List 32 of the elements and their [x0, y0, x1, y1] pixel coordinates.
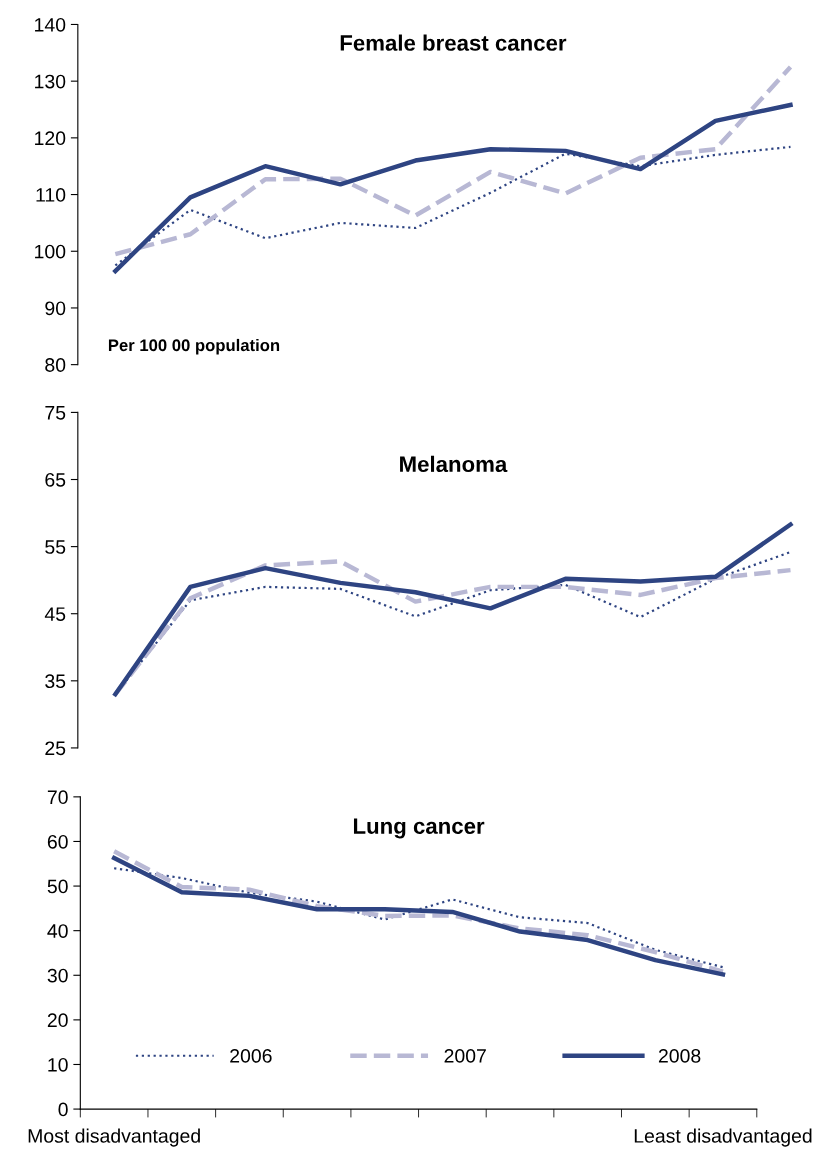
y-tick-label: 90 — [45, 301, 66, 316]
chart-title: Female breast cancer — [340, 34, 567, 51]
legend-label: 2008 — [658, 1048, 701, 1063]
y-tick-label: 25 — [45, 741, 66, 756]
y-tick-label: 30 — [47, 968, 68, 983]
y-tick-label: 0 — [58, 1102, 68, 1117]
y-tick-label: 120 — [35, 131, 66, 146]
y-tick-label: 100 — [35, 244, 66, 259]
y-tick-label: 40 — [47, 924, 68, 938]
line-series — [113, 64, 793, 257]
y-tick-label: 80 — [45, 358, 66, 372]
y-tick-label: 60 — [47, 834, 68, 849]
x-tick-label: Least disadvantaged — [634, 1128, 812, 1147]
y-tick-label: 45 — [44, 607, 66, 621]
y-tick-label: 130 — [35, 74, 66, 89]
y-tick-label: 110 — [36, 188, 66, 202]
y-tick-label: 10 — [48, 1057, 68, 1072]
text: Lung cancer — [353, 818, 485, 839]
x-tick-label: Most disadvantaged — [28, 1128, 200, 1147]
y-tick-label: 35 — [45, 674, 66, 689]
text: Melanoma — [400, 455, 508, 473]
y-tick-label: 140 — [35, 17, 66, 32]
legend-label: 2006 — [230, 1048, 272, 1063]
y-tick-label: 50 — [47, 879, 68, 894]
y-tick-label: 70 — [47, 790, 68, 805]
y-tick-label: 20 — [47, 1013, 68, 1028]
legend-label: 2007 — [444, 1048, 486, 1063]
line-series — [113, 102, 793, 274]
y-tick-label: 65 — [45, 472, 66, 487]
annotation: Per 100 00 population — [108, 338, 280, 355]
y-tick-label: 55 — [45, 540, 66, 554]
y-tick-label: 75 — [45, 406, 66, 420]
